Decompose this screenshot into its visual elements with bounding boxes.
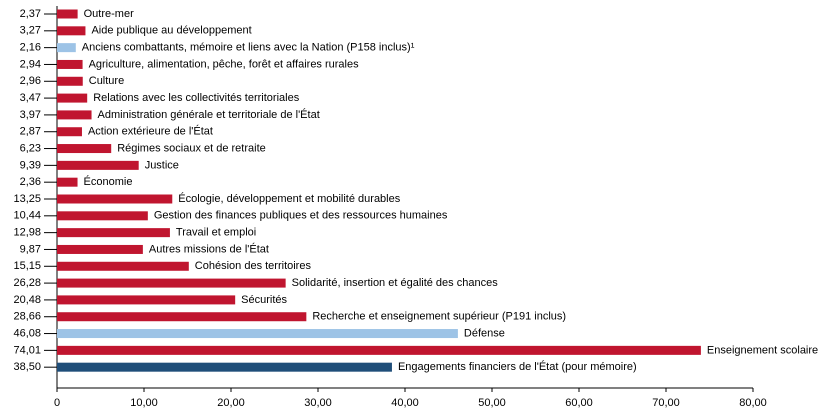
bar [57, 43, 76, 53]
value-label: 3,27 [20, 25, 41, 37]
bar [57, 26, 86, 36]
x-tick-label: 20,00 [217, 397, 245, 409]
bar [57, 144, 112, 154]
category-label: Cohésion des territoires [195, 260, 312, 272]
bar [57, 177, 78, 187]
value-label: 9,39 [20, 159, 41, 171]
category-label: Relations avec les collectivités territo… [93, 92, 300, 104]
bar [57, 261, 189, 271]
category-label: Justice [145, 159, 179, 171]
x-tick-label: 50,00 [478, 397, 506, 409]
category-label: Engagements financiers de l'État (pour m… [398, 360, 637, 373]
value-label: 13,25 [13, 193, 41, 205]
value-label: 2,94 [20, 58, 41, 70]
value-label: 6,23 [20, 142, 41, 154]
category-label: Défense [464, 327, 505, 339]
value-label: 28,66 [13, 311, 41, 323]
bar [57, 228, 170, 238]
x-tick-label: 70,00 [652, 397, 680, 409]
category-label: Outre-mer [84, 8, 134, 20]
bar [57, 295, 236, 305]
bar [57, 9, 78, 19]
value-label: 2,16 [20, 42, 41, 54]
category-label: Sécurités [241, 294, 287, 306]
value-label: 46,08 [13, 327, 41, 339]
value-label: 3,97 [20, 109, 41, 121]
bar [57, 194, 173, 204]
category-label: Enseignement scolaire [707, 344, 818, 356]
value-label: 15,15 [13, 260, 41, 272]
category-label: Administration générale et territoriale … [98, 108, 320, 121]
bar [57, 329, 458, 339]
value-label: 26,28 [13, 277, 41, 289]
value-label: 2,96 [20, 75, 41, 87]
bar [57, 59, 83, 69]
category-label: Aide publique au développement [91, 25, 251, 37]
category-label: Gestion des finances publiques et des re… [154, 210, 448, 222]
bar [57, 312, 307, 322]
category-label: Écologie, développement et mobilité dura… [178, 192, 400, 205]
bar [57, 345, 701, 355]
category-label: Anciens combattants, mémoire et liens av… [82, 42, 415, 54]
category-label: Agriculture, alimentation, pêche, forêt … [89, 58, 360, 70]
value-label: 2,36 [20, 176, 41, 188]
category-label: Recherche et enseignement supérieur (P19… [312, 311, 566, 323]
x-tick-label: 60,00 [565, 397, 593, 409]
value-label: 10,44 [13, 210, 41, 222]
bar [57, 211, 148, 221]
category-label: Solidarité, insertion et égalité des cha… [292, 277, 499, 289]
value-label: 2,87 [20, 126, 41, 138]
value-label: 20,48 [13, 294, 41, 306]
value-label: 12,98 [13, 227, 41, 239]
bar [57, 244, 143, 254]
value-label: 9,87 [20, 243, 41, 255]
bar [57, 93, 88, 103]
category-label: Culture [89, 75, 124, 87]
category-label: Économie [84, 175, 133, 188]
value-label: 74,01 [13, 344, 41, 356]
x-tick-label: 30,00 [304, 397, 332, 409]
category-label: Travail et emploi [176, 227, 256, 239]
bar [57, 127, 82, 137]
bar [57, 278, 286, 288]
category-label: Action extérieure de l'État [88, 125, 213, 138]
bar [57, 362, 392, 372]
value-label: 2,37 [20, 8, 41, 20]
x-tick-label: 10,00 [130, 397, 158, 409]
bar [57, 110, 92, 120]
x-tick-label: 80,00 [739, 397, 767, 409]
category-label: Régimes sociaux et de retraite [117, 142, 266, 154]
bar [57, 76, 83, 86]
value-label: 38,50 [13, 361, 41, 373]
category-label: Autres missions de l'État [149, 242, 269, 255]
x-tick-label: 40,00 [391, 397, 419, 409]
bar [57, 160, 139, 170]
x-tick-label: 0 [54, 397, 60, 409]
value-label: 3,47 [20, 92, 41, 104]
